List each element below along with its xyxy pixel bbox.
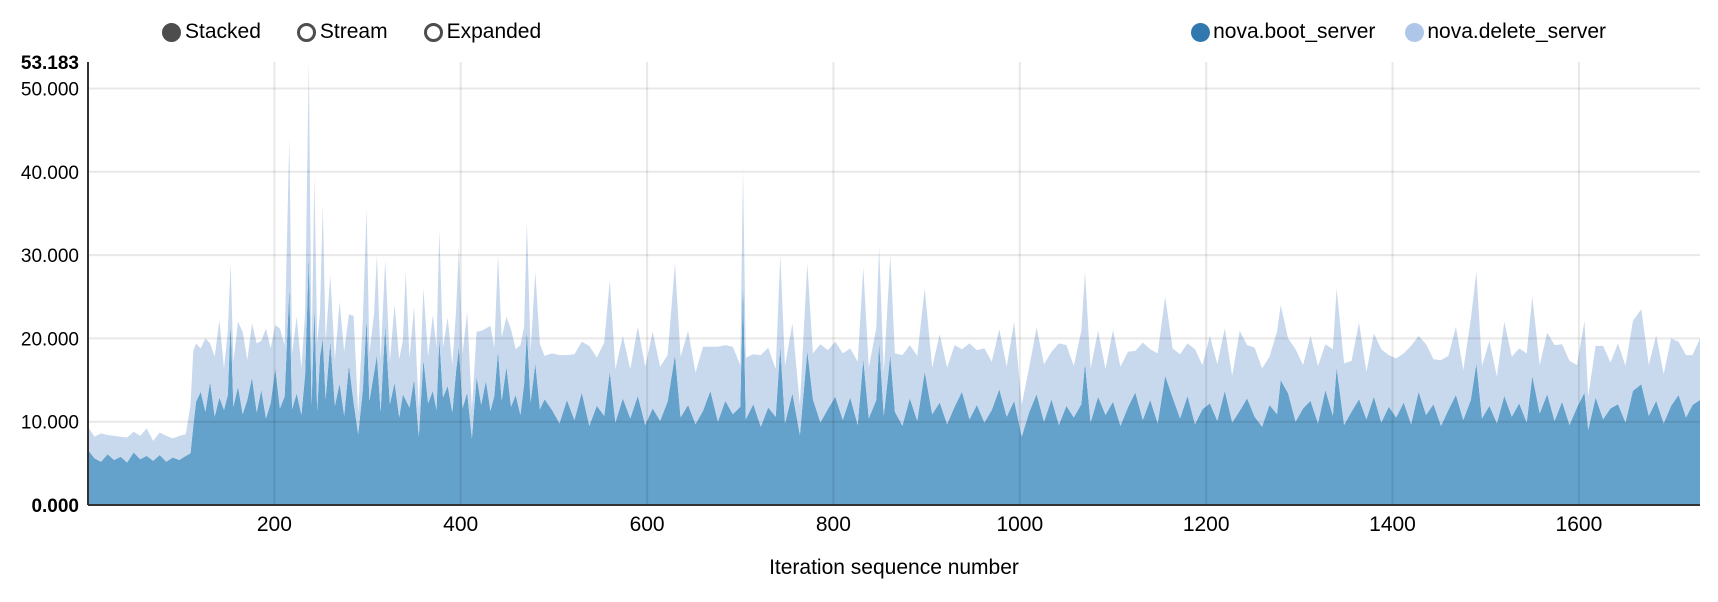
control-label: Stacked — [185, 20, 261, 43]
control-label: Expanded — [446, 20, 542, 43]
boot-server-area — [88, 255, 1700, 505]
x-tick-label: 1200 — [1183, 513, 1230, 536]
y-tick-label: 20.000 — [21, 329, 79, 350]
chart-header: Stacked Stream Expanded nova.boot_server… — [0, 0, 1718, 56]
legend-dot-icon — [1405, 22, 1425, 42]
x-tick-label: 1400 — [1369, 513, 1416, 536]
legend-item-boot-server[interactable]: nova.boot_server — [1191, 20, 1375, 44]
y-tick-label: 40.000 — [21, 163, 79, 184]
legend-label: nova.delete_server — [1427, 20, 1606, 43]
legend-item-delete-server[interactable]: nova.delete_server — [1405, 20, 1606, 44]
legend: nova.boot_server nova.delete_server — [1191, 20, 1606, 44]
x-tick-label: 800 — [816, 513, 851, 536]
y-tick-label: 0.000 — [31, 496, 79, 517]
chart-style-controls: Stacked Stream Expanded — [162, 20, 541, 44]
y-tick-label: 30.000 — [21, 246, 79, 267]
control-expanded[interactable]: Expanded — [423, 20, 542, 44]
delete-server-area — [88, 61, 1700, 463]
legend-label: nova.boot_server — [1213, 20, 1376, 43]
control-label: Stream — [319, 20, 388, 43]
radio-icon — [423, 22, 443, 42]
control-stream[interactable]: Stream — [296, 20, 388, 44]
y-tick-label: 53.183 — [21, 53, 79, 74]
x-axis-title: Iteration sequence number — [769, 556, 1019, 579]
y-tick-label: 10.000 — [21, 413, 79, 434]
legend-dot-icon — [1191, 22, 1211, 42]
x-tick-label: 200 — [257, 513, 292, 536]
x-tick-label: 1600 — [1556, 513, 1603, 536]
x-tick-label: 400 — [443, 513, 478, 536]
radio-icon — [162, 22, 181, 42]
x-tick-label: 600 — [630, 513, 665, 536]
control-stacked[interactable]: Stacked — [162, 20, 261, 44]
y-tick-label: 50.000 — [21, 80, 79, 101]
radio-icon — [296, 22, 316, 42]
x-tick-label: 1000 — [996, 513, 1043, 536]
